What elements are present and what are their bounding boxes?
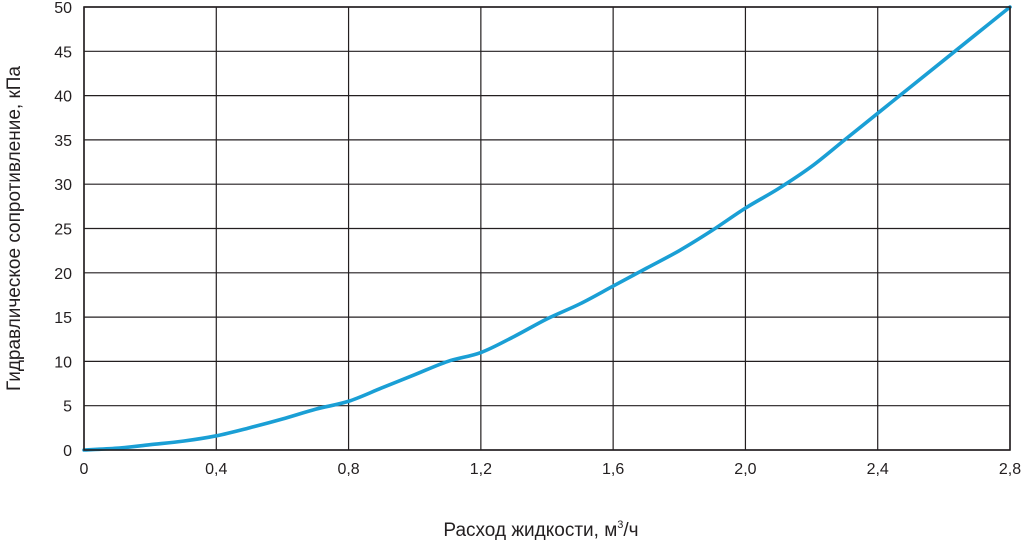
y-tick-label: 5 [63, 399, 72, 416]
y-tick-label: 40 [54, 89, 72, 106]
y-tick-label: 35 [54, 133, 72, 150]
x-tick-labels: 0 0,4 0,8 1,2 1,6 2,0 2,4 2,8 [80, 461, 1022, 478]
y-tick-label: 25 [54, 222, 72, 239]
x-tick-label: 2,0 [734, 461, 756, 478]
x-tick-label: 0,8 [337, 461, 359, 478]
series-line [82, 5, 1012, 452]
x-axis-label: Расход жидкости, м3/ч [443, 519, 638, 541]
y-tick-label: 20 [54, 266, 72, 283]
series-layer [82, 5, 1012, 452]
x-tick-label: 2,8 [999, 461, 1021, 478]
x-tick-label: 0 [80, 461, 89, 478]
y-tick-label: 45 [54, 44, 72, 61]
x-tick-label: 1,6 [602, 461, 624, 478]
y-axis-label: Гидравлическое сопротивление, кПа [4, 66, 25, 391]
x-axis-label-tail: /ч [623, 520, 638, 541]
x-tick-label: 1,2 [470, 461, 492, 478]
x-tick-label: 2,4 [867, 461, 889, 478]
x-axis-label-main: Расход жидкости, м [443, 520, 617, 541]
x-tick-label: 0,4 [205, 461, 227, 478]
y-tick-labels: 0 5 10 15 20 25 30 35 40 45 50 [54, 0, 72, 460]
y-tick-label: 30 [54, 177, 72, 194]
y-tick-label: 10 [54, 354, 72, 371]
x-axis-label-sup: 3 [617, 519, 623, 531]
y-tick-label: 0 [63, 443, 72, 460]
y-tick-label: 15 [54, 310, 72, 327]
plot-frame [83, 6, 1011, 451]
grid [83, 6, 1011, 451]
y-tick-label: 50 [54, 0, 72, 17]
